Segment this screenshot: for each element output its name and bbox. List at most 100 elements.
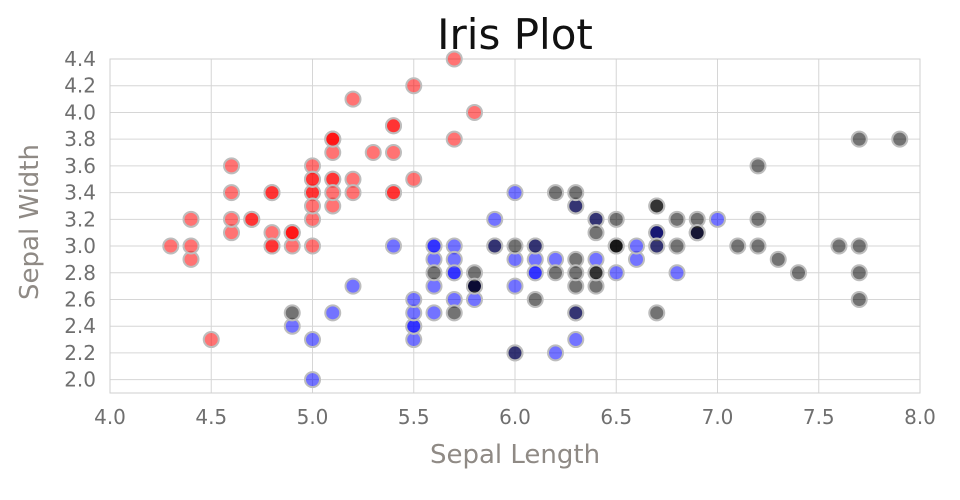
- data-point: [486, 210, 504, 228]
- series-3-points: [283, 130, 909, 362]
- data-point: [486, 237, 504, 255]
- y-tick-label: 4.0: [64, 100, 96, 124]
- x-axis-ticks: 4.0 4.5 5.0 5.5 6.0 6.5 7.0 7.5 8.0: [94, 405, 936, 429]
- data-point: [628, 237, 645, 255]
- data-point: [425, 237, 443, 255]
- data-point: [385, 237, 402, 255]
- data-point: [749, 237, 767, 255]
- data-point: [283, 224, 301, 242]
- series-2-points: [283, 184, 726, 389]
- x-tick-label: 4.5: [195, 405, 227, 429]
- data-point: [607, 264, 625, 282]
- data-point: [182, 237, 200, 255]
- data-point: [526, 237, 544, 255]
- data-point: [526, 264, 544, 282]
- data-point: [385, 144, 402, 162]
- y-tick-label: 3.8: [64, 127, 96, 151]
- data-point: [506, 184, 524, 202]
- data-point: [445, 264, 463, 282]
- data-point: [162, 237, 180, 255]
- data-point: [668, 264, 686, 282]
- data-point: [769, 250, 787, 268]
- data-point: [749, 157, 767, 175]
- x-tick-label: 5.5: [398, 405, 430, 429]
- data-point: [567, 184, 585, 202]
- x-tick-label: 6.5: [600, 405, 632, 429]
- data-point: [850, 130, 868, 148]
- data-point: [850, 237, 868, 255]
- x-tick-label: 4.0: [94, 405, 126, 429]
- data-point: [385, 117, 402, 135]
- data-point: [587, 264, 605, 282]
- data-point: [445, 304, 463, 322]
- data-point: [506, 344, 524, 362]
- chart-title: Iris Plot: [437, 10, 593, 59]
- x-tick-label: 5.0: [297, 405, 329, 429]
- data-point: [344, 90, 362, 108]
- x-tick-label: 7.5: [803, 405, 835, 429]
- data-point: [202, 331, 220, 349]
- y-tick-label: 2.6: [64, 287, 96, 311]
- data-points: [162, 50, 909, 389]
- data-point: [182, 210, 200, 228]
- data-point: [445, 130, 463, 148]
- data-point: [668, 210, 686, 228]
- data-point: [445, 50, 463, 68]
- x-tick-label: 8.0: [904, 405, 936, 429]
- data-point: [243, 210, 261, 228]
- data-point: [405, 77, 423, 95]
- data-point: [850, 264, 868, 282]
- data-point: [405, 170, 423, 188]
- y-tick-label: 3.4: [64, 181, 96, 205]
- data-point: [688, 224, 706, 242]
- data-point: [506, 277, 524, 295]
- data-point: [547, 344, 564, 362]
- data-point: [304, 197, 321, 215]
- data-point: [324, 184, 342, 202]
- data-point: [263, 237, 281, 255]
- data-point: [344, 277, 362, 295]
- data-point: [526, 290, 544, 308]
- data-point: [607, 237, 625, 255]
- data-point: [790, 264, 807, 282]
- data-point: [648, 304, 666, 322]
- x-tick-label: 6.0: [499, 405, 531, 429]
- y-tick-label: 4.4: [64, 47, 96, 71]
- data-point: [891, 130, 909, 148]
- data-point: [304, 371, 321, 389]
- data-point: [223, 184, 240, 202]
- data-point: [830, 237, 848, 255]
- data-point: [364, 144, 382, 162]
- data-point: [850, 290, 868, 308]
- data-point: [749, 210, 767, 228]
- x-tick-label: 7.0: [702, 405, 734, 429]
- data-point: [324, 304, 342, 322]
- data-point: [567, 331, 585, 349]
- data-point: [547, 184, 564, 202]
- data-point: [324, 130, 342, 148]
- data-point: [304, 331, 321, 349]
- series-1-points: [162, 50, 483, 349]
- y-tick-label: 2.0: [64, 368, 96, 392]
- data-point: [304, 170, 321, 188]
- y-tick-label: 2.4: [64, 314, 96, 338]
- data-point: [385, 184, 402, 202]
- data-point: [223, 157, 240, 175]
- data-point: [425, 304, 443, 322]
- data-point: [223, 210, 240, 228]
- data-point: [567, 264, 585, 282]
- y-tick-label: 3.0: [64, 234, 96, 258]
- data-point: [405, 290, 423, 308]
- y-tick-label: 2.2: [64, 341, 96, 365]
- data-point: [607, 210, 625, 228]
- data-point: [648, 237, 666, 255]
- x-axis-title: Sepal Length: [430, 440, 600, 470]
- y-axis-ticks: 2.0 2.2 2.4 2.62.8 3.0 3.23.4 3.6 3.8 4.04.2 4.4: [64, 47, 96, 392]
- y-axis-title: Sepal Width: [15, 144, 45, 300]
- data-point: [668, 237, 686, 255]
- y-tick-label: 2.8: [64, 261, 96, 285]
- data-point: [283, 304, 301, 322]
- y-tick-label: 3.6: [64, 154, 96, 178]
- data-point: [466, 103, 483, 121]
